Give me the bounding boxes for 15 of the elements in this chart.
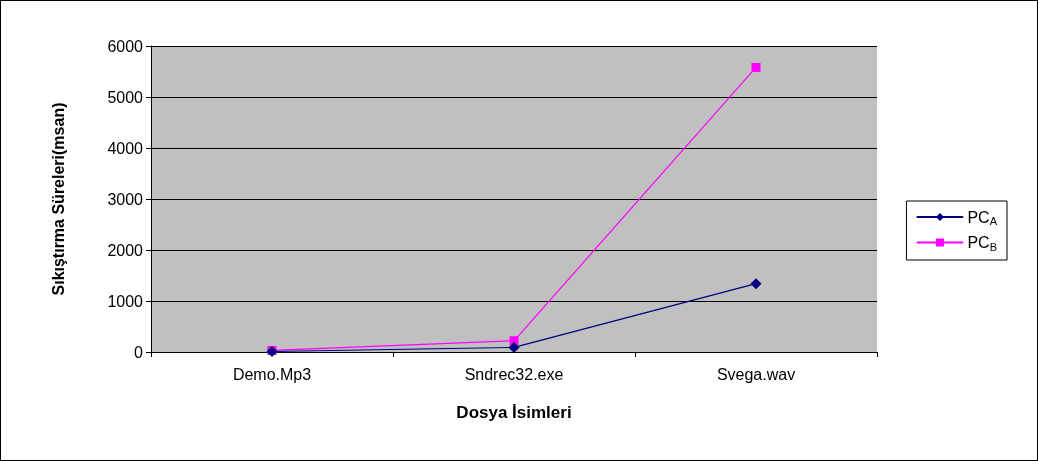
point xyxy=(750,278,762,290)
y-tick-label: 6000 xyxy=(107,37,144,55)
y-tick-label: 2000 xyxy=(107,241,144,259)
x-axis-title: Dosya İsimleri xyxy=(456,403,572,422)
x-tick-label: Sndrec32.exe xyxy=(464,365,564,383)
y-tick-label: 4000 xyxy=(107,139,144,157)
y-axis-title: Sıkıştırma Süreleri(msan) xyxy=(49,102,67,296)
point xyxy=(751,62,761,72)
y-tick-label: 5000 xyxy=(107,88,144,106)
x-tick-label: Demo.Mp3 xyxy=(232,365,312,383)
point xyxy=(508,341,520,353)
y-tick-label: 1000 xyxy=(107,292,144,310)
y-tick-label: 3000 xyxy=(107,190,144,208)
y-tick-label: 0 xyxy=(134,343,144,361)
x-tick-label: Svega.wav xyxy=(716,365,796,383)
